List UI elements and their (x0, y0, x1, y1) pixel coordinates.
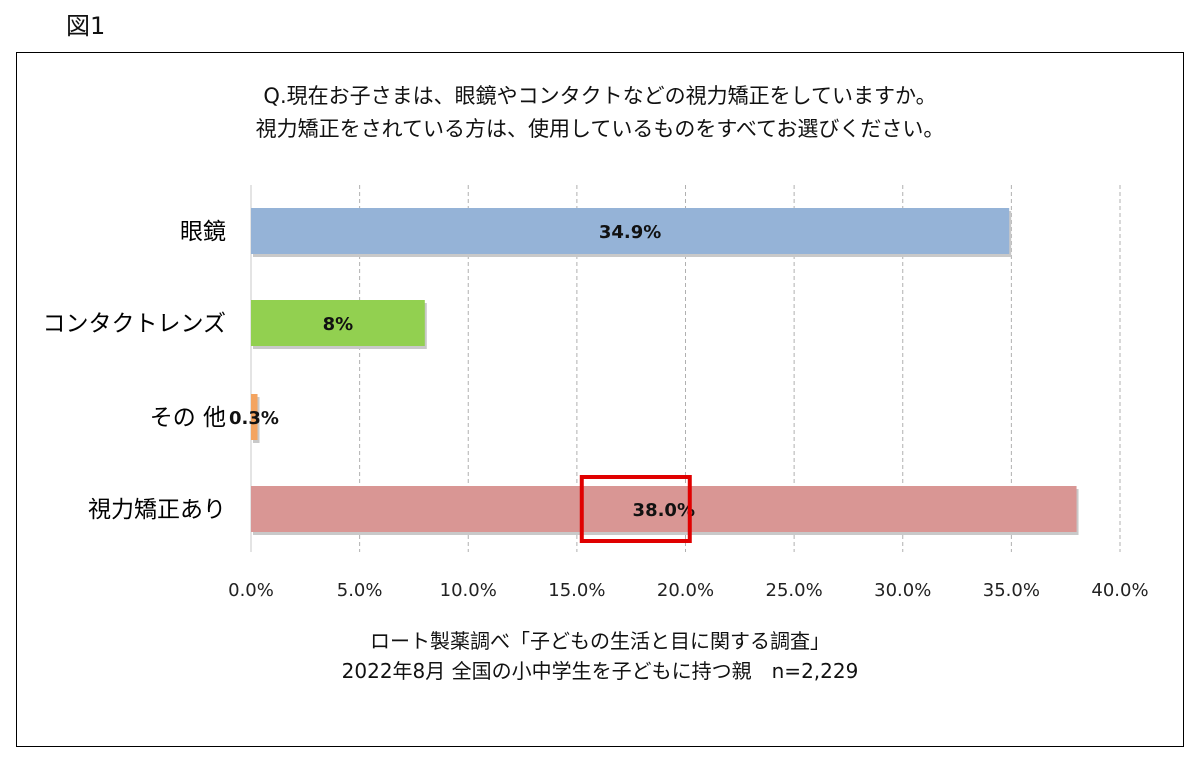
data-label: 8% (323, 314, 354, 335)
x-tick-label: 30.0% (874, 580, 931, 601)
bar (251, 208, 1010, 254)
data-label: 38.0% (633, 500, 695, 521)
bar (251, 486, 1077, 532)
category-label: その 他 (150, 405, 226, 431)
source-line-2: 2022年8月 全国の小中学生を子どもに持つ親 n=2,229 (341, 659, 859, 683)
source-line-1: ロート製薬調べ「子どもの生活と目に関する調査」 (370, 629, 830, 653)
data-label: 34.9% (599, 222, 661, 243)
category-label: コンタクトレンズ (42, 311, 226, 337)
question-line-1: Q.現在お子さまは、眼鏡やコンタクトなどの視力矯正をしていますか。 (263, 84, 937, 108)
x-tick-label: 5.0% (337, 580, 383, 601)
data-label: 0.3% (229, 408, 279, 429)
question-text: Q.現在お子さまは、眼鏡やコンタクトなどの視力矯正をしていますか。 視力矯正をさ… (16, 80, 1184, 146)
source-note: ロート製薬調べ「子どもの生活と目に関する調査」 2022年8月 全国の小中学生を… (16, 626, 1184, 686)
question-line-2: 視力矯正をされている方は、使用しているものをすべてお選びください。 (255, 117, 945, 141)
highlight-box (579, 475, 692, 543)
figure-frame (16, 52, 1184, 747)
category-label: 眼鏡 (180, 219, 226, 245)
x-tick-label: 0.0% (228, 580, 274, 601)
x-tick-label: 15.0% (548, 580, 605, 601)
x-tick-label: 40.0% (1091, 580, 1148, 601)
bar (251, 394, 258, 440)
category-label: 視力矯正あり (88, 497, 226, 523)
bar (251, 300, 425, 346)
x-tick-label: 10.0% (440, 580, 497, 601)
figure-label: 図1 (66, 12, 106, 40)
x-tick-label: 20.0% (657, 580, 714, 601)
x-tick-label: 25.0% (766, 580, 823, 601)
x-tick-label: 35.0% (983, 580, 1040, 601)
